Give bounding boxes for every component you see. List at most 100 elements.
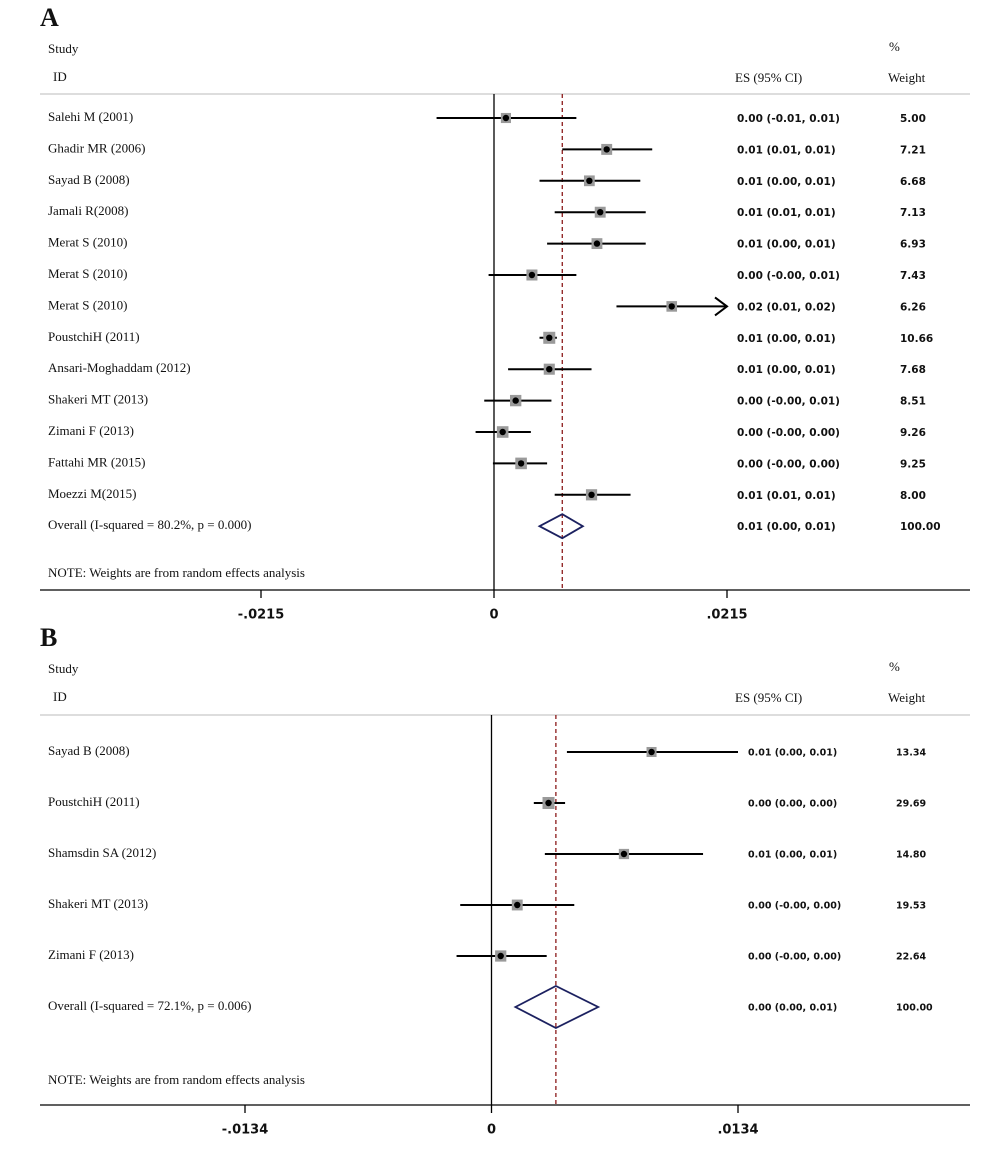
ci-arrow [714,296,729,317]
forest-panel: B Study ID ES (95% CI)% Weight -.0134 0 .0134 Sa… [40,623,970,1138]
x-tick-label: -.0215 [238,608,285,623]
es-header: ES (95% CI) [735,690,802,705]
weight-label: 7.13 [900,207,926,219]
weight-label: 6.68 [900,176,926,188]
weight-label: 6.26 [900,301,926,313]
study-label: Ghadir MR (2006) [48,140,146,155]
point-estimate [603,146,610,153]
study-label: Merat S (2010) [48,266,127,281]
weight-label: 6.93 [900,239,926,251]
weight-label: 100.00 [896,1003,933,1014]
weight-header: Weight [888,690,926,705]
study-label: Salehi M (2001) [48,109,133,124]
point-estimate [528,271,536,279]
study-label: Merat S (2010) [48,297,127,312]
study-label: Zimani F (2013) [48,423,134,438]
es-label: 0.00 (-0.00, 0.00) [748,901,841,912]
weight-label: 7.21 [900,144,926,156]
weight-label: 7.68 [900,364,926,376]
weight-header: Weight [888,70,926,85]
es-label: 0.01 (0.00, 0.01) [737,176,836,188]
es-label: 0.00 (-0.00, 0.00) [737,427,840,439]
study-label: Shamsdin SA (2012) [48,845,156,860]
es-label: 0.01 (0.00, 0.01) [748,748,837,759]
es-label: 0.01 (0.00, 0.01) [737,521,836,533]
study-label: Moezzi M(2015) [48,486,136,501]
es-label: 0.00 (-0.00, 0.01) [737,270,840,282]
study-label: Jamali R(2008) [48,203,129,218]
es-header: ES (95% CI) [735,70,802,85]
point-estimate [514,901,521,909]
es-label: 0.00 (-0.00, 0.00) [748,952,841,963]
weight-label: 100.00 [900,521,941,533]
es-label: 0.00 (-0.00, 0.00) [737,458,840,470]
overall-label: Overall (I-squared = 72.1%, p = 0.006) [48,998,251,1013]
weight-label: 8.51 [900,396,926,408]
point-estimate [546,366,553,373]
weight-label: 9.25 [900,458,926,470]
study-label: Merat S (2010) [48,235,127,250]
point-estimate [588,491,595,498]
panel-label: A [40,3,59,32]
point-estimate [597,209,604,216]
point-estimate [620,850,628,858]
weight-label: 5.00 [900,113,926,125]
id-header: ID [53,689,67,704]
study-label: Ansari-Moghaddam (2012) [48,360,191,375]
note: NOTE: Weights are from random effects an… [48,1072,305,1087]
weight-label: 7.43 [900,270,926,282]
es-label: 0.01 (0.00, 0.01) [737,364,836,376]
es-label: 0.01 (0.00, 0.01) [748,850,837,861]
study-label: Fattahi MR (2015) [48,454,146,469]
panel-label: B [40,623,57,652]
point-estimate [517,460,525,467]
es-label: 0.01 (0.01, 0.01) [737,490,836,502]
study-label: Shakeri MT (2013) [48,896,148,911]
es-label: 0.00 (-0.00, 0.01) [737,396,840,408]
point-estimate [545,799,552,807]
overall-diamond [537,513,585,540]
study-header: Study [48,41,79,56]
point-estimate [512,397,519,404]
es-label: 0.01 (0.00, 0.01) [737,333,836,345]
weight-label: 29.69 [896,799,926,810]
study-label: PoustchiH (2011) [48,794,140,809]
note: NOTE: Weights are from random effects an… [48,565,305,580]
point-estimate [668,303,675,310]
weight-header-top: % [889,39,900,54]
point-estimate [586,177,593,184]
point-estimate [593,240,601,247]
weight-label: 10.66 [900,333,933,345]
point-estimate [497,952,504,960]
es-label: 0.01 (0.01, 0.01) [737,144,836,156]
es-label: 0.00 (-0.01, 0.01) [737,113,840,125]
x-tick-label: 0 [487,1123,496,1138]
id-header: ID [53,69,67,84]
point-estimate [648,748,655,756]
study-label: Sayad B (2008) [48,172,130,187]
forest-panel: A Study ID ES (95% CI)% Weight -.0215 0 .0215 Sa… [40,3,970,623]
x-tick-label: .0215 [706,608,747,623]
x-tick-label: .0134 [717,1123,758,1138]
overall-label: Overall (I-squared = 80.2%, p = 0.000) [48,517,251,532]
es-label: 0.01 (0.01, 0.01) [737,207,836,219]
overall-diamond [513,984,601,1030]
point-estimate [499,428,506,436]
weight-label: 14.80 [896,850,926,861]
es-label: 0.01 (0.00, 0.01) [737,239,836,251]
x-tick-label: 0 [489,608,498,623]
weight-label: 13.34 [896,748,926,759]
weight-label: 9.26 [900,427,926,439]
study-label: Zimani F (2013) [48,947,134,962]
weight-label: 19.53 [896,901,926,912]
weight-label: 8.00 [900,490,926,502]
es-label: 0.00 (0.00, 0.00) [748,799,837,810]
study-header: Study [48,661,79,676]
weight-label: 22.64 [896,952,926,963]
study-label: PoustchiH (2011) [48,329,140,344]
study-label: Shakeri MT (2013) [48,392,148,407]
es-label: 0.00 (0.00, 0.01) [748,1003,837,1014]
point-estimate [502,114,510,122]
weight-header-top: % [889,659,900,674]
